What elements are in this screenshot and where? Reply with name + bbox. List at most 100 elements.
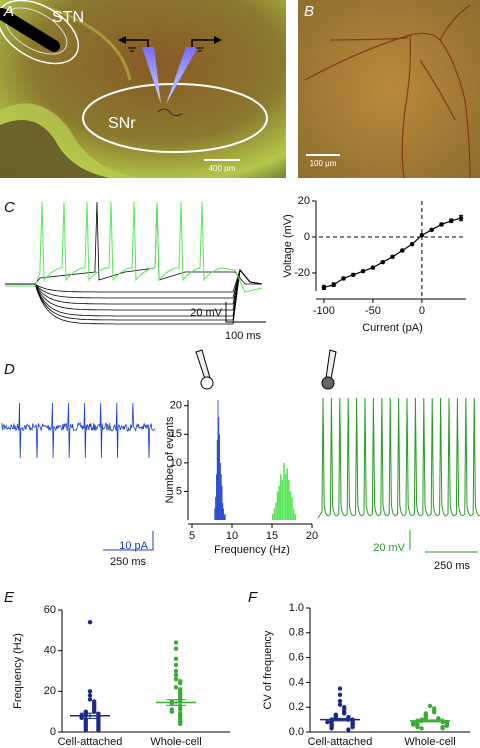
bar: [288, 480, 290, 520]
bar: [222, 502, 224, 520]
bar: [281, 480, 284, 520]
x-tick-label: Whole-cell: [404, 736, 455, 748]
x-tick-label: Cell-attached: [58, 736, 123, 748]
y-tick-label: 5: [176, 485, 182, 497]
x-axis-label: Frequency (Hz): [214, 544, 290, 556]
scale-label: 20 mV: [373, 542, 405, 554]
scale-label: 20 mV: [190, 307, 222, 319]
point: [370, 265, 376, 270]
sem-bar: [80, 712, 100, 719]
dot: [415, 724, 420, 730]
scale-label: 10 pA: [119, 540, 148, 552]
scale-label: 100 µm: [310, 159, 337, 168]
dot: [337, 686, 343, 691]
point: [409, 242, 415, 247]
y-tick-label: 0: [304, 231, 310, 243]
point: [360, 269, 366, 274]
point: [400, 248, 405, 253]
y-tick-label: 60: [44, 604, 56, 616]
trace: [5, 269, 263, 299]
dot: [411, 722, 416, 727]
bar: [218, 417, 220, 520]
trace: [5, 269, 263, 305]
x-tick-label: 10: [226, 530, 238, 542]
bar: [291, 497, 293, 520]
scale-bar: [225, 302, 266, 323]
y-tick-label: 0.0: [289, 726, 304, 738]
scale-label: 250 ms: [110, 556, 147, 568]
dot: [325, 719, 330, 725]
y-tick-label: 10: [170, 457, 182, 469]
bar: [215, 497, 216, 520]
bar: [289, 491, 292, 520]
dot: [440, 726, 445, 731]
y-axis-label: Number of events: [164, 416, 176, 503]
panel-label: B: [304, 3, 314, 20]
y-tick-label: 15: [170, 428, 182, 440]
point: [331, 282, 336, 287]
dot: [173, 646, 179, 651]
bar: [214, 508, 216, 520]
sem-bar: [420, 719, 440, 723]
point: [458, 215, 464, 221]
traces-c: [5, 201, 263, 325]
panel-label: A: [3, 3, 14, 20]
y-tick-label: 0.6: [289, 652, 304, 664]
sem-bar: [330, 717, 350, 722]
dot: [173, 662, 179, 668]
bar: [217, 400, 219, 520]
bar: [273, 508, 276, 520]
point: [321, 285, 327, 290]
y-tick-label: 20: [298, 195, 310, 207]
y-tick-label: 20: [170, 400, 182, 412]
trace: [5, 269, 263, 293]
x-tick-label: 15: [266, 530, 278, 542]
bar: [292, 508, 295, 520]
y-tick-label: 40: [44, 645, 56, 657]
dot: [173, 685, 179, 690]
dot: [96, 727, 101, 733]
y-tick-label: 0.2: [289, 701, 304, 713]
dot: [419, 726, 424, 731]
bar: [278, 485, 280, 520]
dot: [83, 727, 89, 733]
bar: [220, 462, 221, 520]
dot: [342, 711, 347, 716]
trace: [5, 201, 262, 285]
dot: [337, 698, 343, 704]
trace: [5, 269, 263, 317]
image-a: [0, 0, 286, 178]
bar: [294, 514, 296, 520]
x-tick-label: Whole-cell: [150, 736, 201, 748]
scale-label: 100 ms: [225, 330, 262, 342]
point: [439, 222, 444, 227]
bar: [220, 474, 222, 520]
point: [341, 276, 346, 281]
point: [380, 260, 385, 265]
dot: [350, 724, 355, 730]
bar: [224, 514, 226, 520]
trace: [5, 201, 263, 293]
y-axis-label: Frequency (Hz): [12, 633, 24, 709]
dot: [178, 707, 183, 712]
bar: [276, 491, 279, 520]
panel-label: D: [4, 361, 15, 378]
dot: [173, 672, 179, 678]
y-axis-label: Voltage (mV): [282, 214, 294, 278]
dot: [178, 681, 183, 686]
pipette-icon: [321, 349, 337, 390]
trace: [317, 397, 480, 519]
trace: [5, 269, 263, 321]
y-tick-label: 20: [44, 685, 56, 697]
x-axis-label: Current (pA): [362, 322, 423, 334]
dot: [87, 697, 93, 702]
trace: [5, 269, 263, 311]
panel-label: F: [248, 589, 258, 606]
dot: [173, 640, 179, 645]
dot: [87, 620, 93, 625]
traces-d: [1, 397, 480, 519]
point: [351, 272, 356, 277]
bar: [275, 502, 277, 520]
scale-bar: [103, 531, 154, 551]
